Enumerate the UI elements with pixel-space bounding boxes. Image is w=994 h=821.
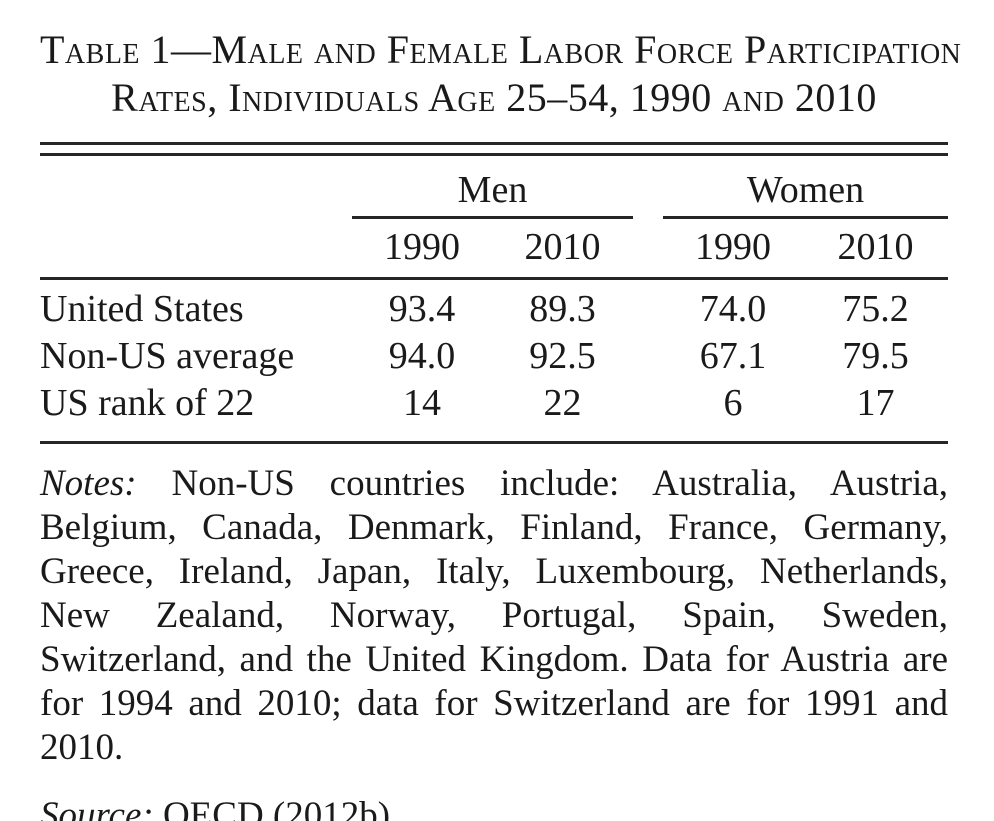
- notes-text: Non-US countries include: Australia, Aus…: [40, 463, 948, 768]
- cell-value: 14: [352, 380, 492, 444]
- cell-value: 79.5: [842, 335, 909, 377]
- group-gap-cell: [633, 279, 663, 334]
- empty-stub-cell: [40, 217, 352, 280]
- cell-value: 67.1: [699, 335, 767, 377]
- notes-paragraph: Notes: Non-US countries include: Austral…: [40, 462, 948, 770]
- cell-value: 93.4: [388, 288, 456, 330]
- table-title-line2: Rates, Individuals Age 25–54, 1990 and 2…: [111, 75, 877, 120]
- cell-value: 89.3: [529, 288, 596, 330]
- table-row: US rank of 22 14 22 6 17: [40, 380, 948, 444]
- table-row: United States 93.4 89.3 74.0 75.2: [40, 279, 948, 334]
- row-label: Non-US average: [40, 335, 295, 377]
- col-group-women: Women: [663, 156, 948, 219]
- year-header-men-1990: 1990: [352, 217, 492, 280]
- notes-label: Notes:: [40, 463, 137, 504]
- cell-value: 92.5: [529, 335, 596, 377]
- table-title-line1: Table 1—Male and Female Labor Force Part…: [40, 27, 962, 72]
- cell-value: 75.2: [842, 288, 909, 330]
- source-text: OECD (2012b).: [162, 795, 400, 821]
- top-double-rule: [40, 142, 948, 156]
- cell-value: 22: [492, 380, 633, 444]
- col-group-men: Men: [352, 156, 633, 219]
- cell-value: 17: [803, 380, 948, 444]
- source-paragraph: Source: OECD (2012b).: [40, 794, 948, 821]
- year-header-row: 1990 2010 1990 2010: [40, 217, 948, 280]
- group-gap-cell: [633, 217, 663, 280]
- column-group-header-row: Men Women: [40, 156, 948, 219]
- group-gap-cell: [633, 380, 663, 444]
- row-label: US rank of 22: [40, 380, 352, 444]
- cell-value: 94.0: [388, 335, 456, 377]
- year-header-women-2010: 2010: [803, 217, 948, 280]
- empty-stub-cell: [40, 156, 352, 218]
- table-row: Non-US average 94.0 92.5 67.1 79.5: [40, 333, 948, 380]
- group-gap-cell: [633, 333, 663, 380]
- group-gap-cell: [633, 156, 663, 218]
- year-header-men-2010: 2010: [492, 217, 633, 280]
- table-block: Table 1—Male and Female Labor Force Part…: [40, 26, 962, 821]
- source-label: Source:: [40, 795, 154, 821]
- labor-force-table: Men Women 1990 2010 1990 2010 United Sta…: [40, 156, 948, 444]
- cell-value: 74.0: [699, 288, 767, 330]
- row-label: United States: [40, 288, 244, 330]
- table-title: Table 1—Male and Female Labor Force Part…: [40, 26, 962, 122]
- year-header-women-1990: 1990: [663, 217, 803, 280]
- cell-value: 6: [663, 380, 803, 444]
